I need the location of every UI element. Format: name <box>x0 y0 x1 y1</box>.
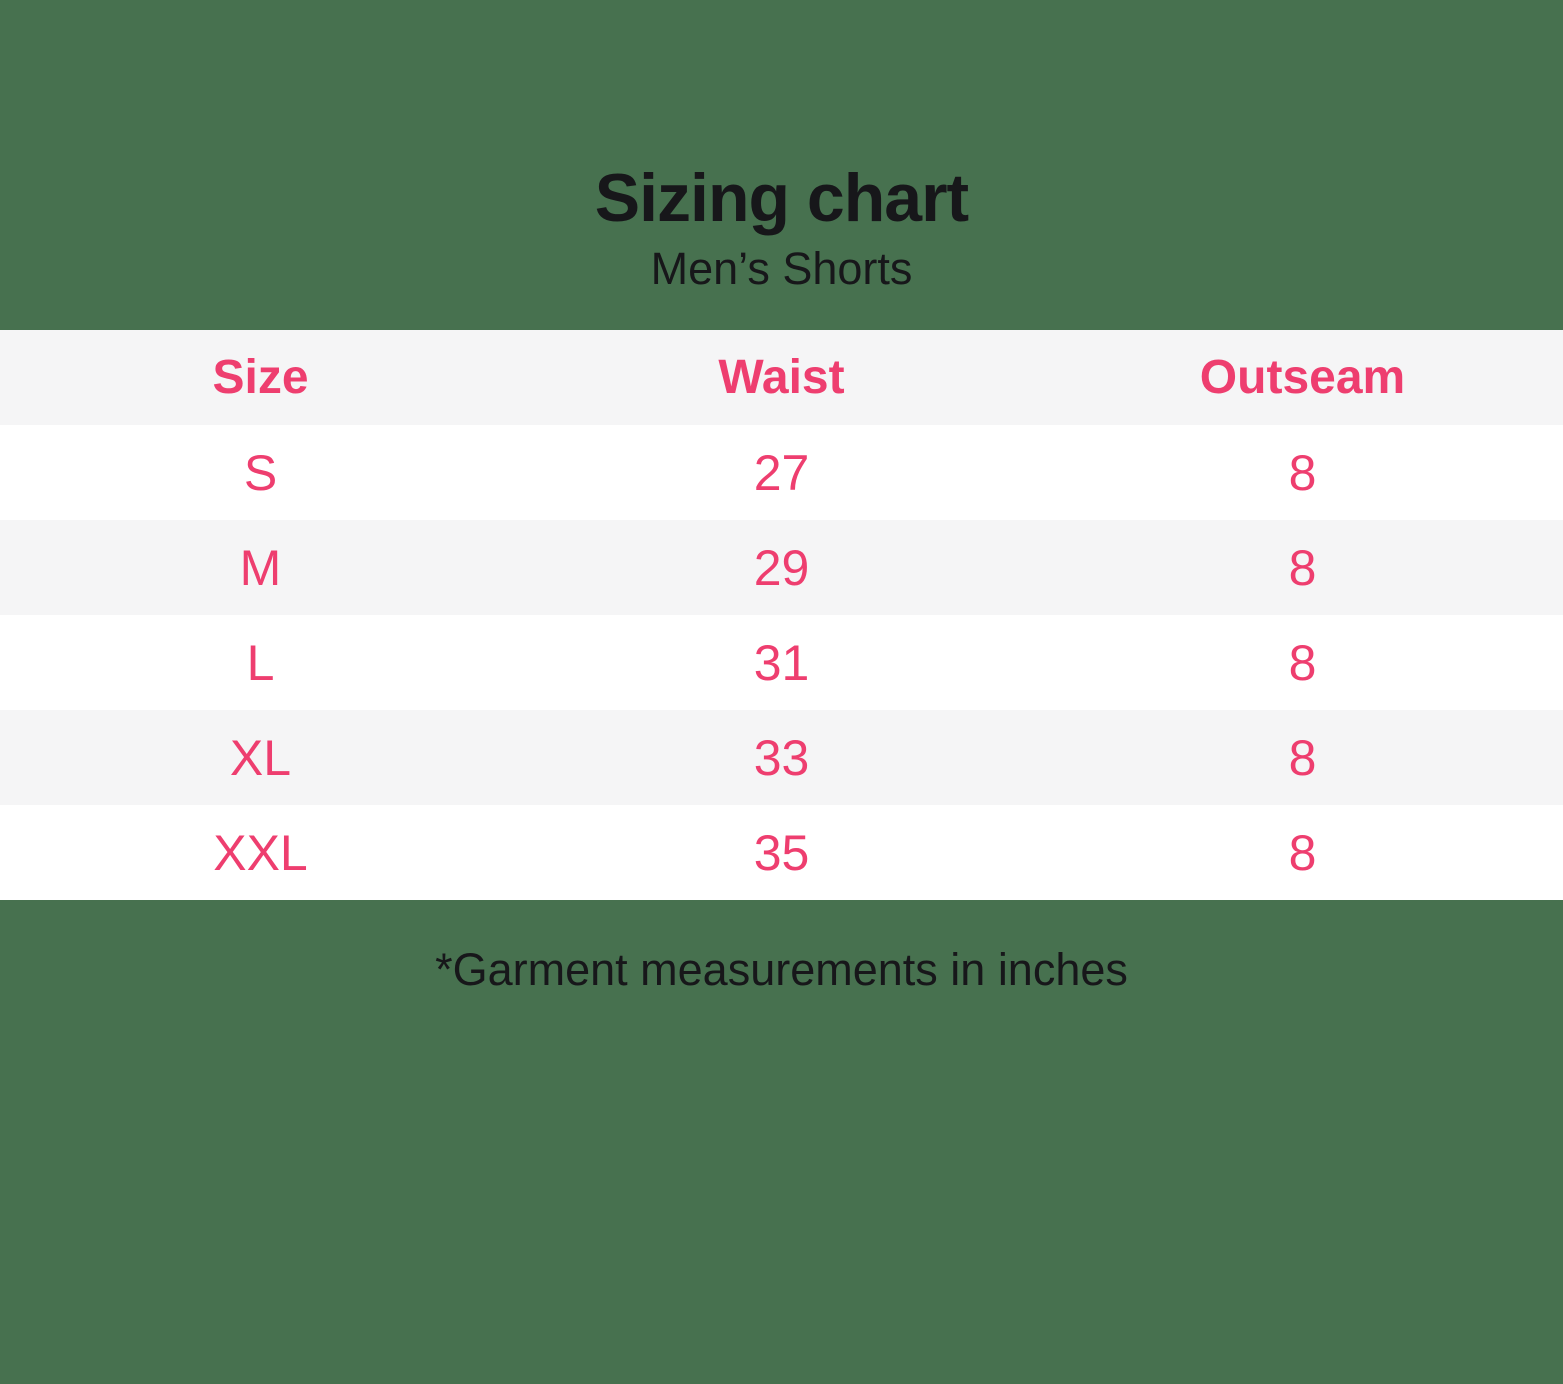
page-title: Sizing chart <box>594 160 969 237</box>
waist-cell: 31 <box>521 615 1042 710</box>
measurement-note: *Garment measurements in inches <box>435 944 1128 995</box>
page-subtitle: Men’s Shorts <box>650 242 913 294</box>
table-row: M 29 8 <box>0 520 1563 615</box>
sizing-table: Size Waist Outseam S 27 8 M 29 8 L 31 8 <box>0 330 1563 900</box>
table-row: L 31 8 <box>0 615 1563 710</box>
outseam-cell: 8 <box>1042 805 1563 900</box>
waist-cell: 27 <box>521 425 1042 520</box>
chart-header: Sizing chart Men’s Shorts <box>0 0 1563 330</box>
waist-cell: 33 <box>521 710 1042 805</box>
column-header-outseam: Outseam <box>1042 330 1563 425</box>
table-row: S 27 8 <box>0 425 1563 520</box>
outseam-cell: 8 <box>1042 615 1563 710</box>
chart-footer: *Garment measurements in inches <box>0 900 1563 1384</box>
header-row: Size Waist Outseam <box>0 330 1563 425</box>
waist-cell: 29 <box>521 520 1042 615</box>
column-header-waist: Waist <box>521 330 1042 425</box>
size-cell: S <box>0 425 521 520</box>
table-row: XL 33 8 <box>0 710 1563 805</box>
column-header-size: Size <box>0 330 521 425</box>
outseam-cell: 8 <box>1042 520 1563 615</box>
size-cell: M <box>0 520 521 615</box>
size-cell: L <box>0 615 521 710</box>
outseam-cell: 8 <box>1042 425 1563 520</box>
sizing-table-body: S 27 8 M 29 8 L 31 8 XL 33 8 XXL 35 <box>0 425 1563 900</box>
sizing-table-head: Size Waist Outseam <box>0 330 1563 425</box>
waist-cell: 35 <box>521 805 1042 900</box>
outseam-cell: 8 <box>1042 710 1563 805</box>
size-cell: XL <box>0 710 521 805</box>
size-cell: XXL <box>0 805 521 900</box>
table-row: XXL 35 8 <box>0 805 1563 900</box>
